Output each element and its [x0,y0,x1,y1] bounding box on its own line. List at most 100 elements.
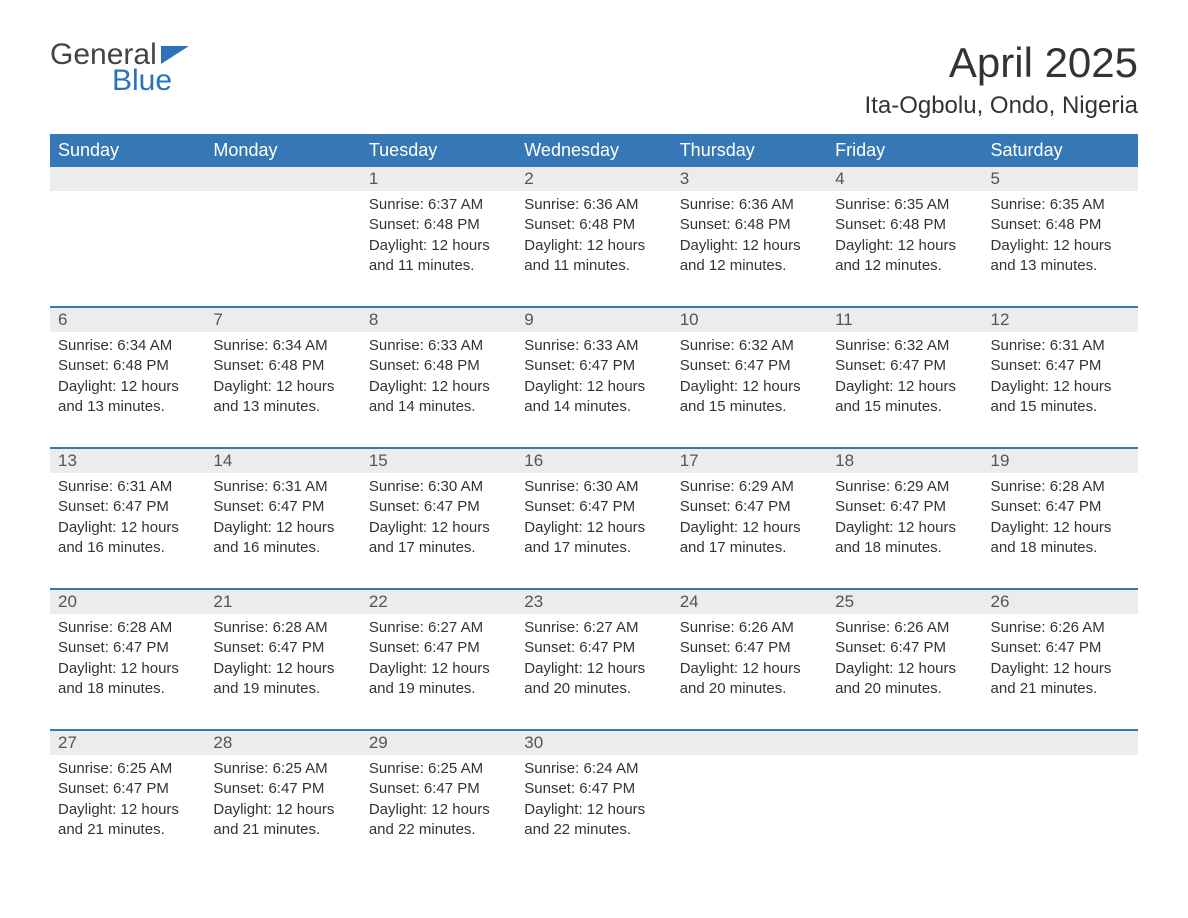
daylight-line: Daylight: 12 hours and 16 minutes. [213,519,334,556]
sunset-line: Sunset: 6:47 PM [369,498,480,515]
day-content-cell: Sunrise: 6:27 AM Sunset: 6:47 PM Daylight:… [516,614,671,730]
page-subtitle: Ita-Ogbolu, Ondo, Nigeria [865,92,1138,120]
sunset-line: Sunset: 6:47 PM [213,780,324,797]
day-content-cell [672,755,827,870]
sunset-line: Sunset: 6:48 PM [835,216,946,233]
day-number-cell: 6 [50,307,205,332]
sunrise-line: Sunrise: 6:30 AM [369,478,483,495]
daylight-line: Daylight: 12 hours and 13 minutes. [58,378,179,415]
sunrise-line: Sunrise: 6:26 AM [680,619,794,636]
sunset-line: Sunset: 6:48 PM [991,216,1102,233]
day-content-cell: Sunrise: 6:24 AMSunset: 6:47 PMDaylight:… [516,755,671,870]
day-content-cell: Sunrise: 6:29 AMSunset: 6:47 PMDaylight:… [672,473,827,589]
day-number-cell [672,730,827,755]
sunset-line: Sunset: 6:47 PM [680,639,791,656]
day-content-cell: Sunrise: 6:31 AMSunset: 6:47 PMDaylight:… [50,473,205,589]
sunset-line: Sunset: 6:47 PM [58,780,169,797]
sunset-line: Sunset: 6:47 PM [524,498,635,515]
day-content-cell: Sunrise: 6:36 AM Sunset: 6:48 PM Daylight:… [516,191,671,307]
day-number-cell: 28 [205,730,360,755]
sunrise-line: Sunrise: 6:27 AM [524,619,638,636]
daylight-line: Daylight: 12 hours and 11 minutes. [524,237,645,274]
sunrise-line: Sunrise: 6:32 AM [680,337,794,354]
day-number-cell: 3 [672,167,827,191]
day-content-cell: Sunrise: 6:31 AMSunset: 6:47 PMDaylight:… [983,332,1138,448]
day-content-cell: Sunrise: 6:30 AM Sunset: 6:47 PM Daylight:… [361,473,516,589]
daylight-line: Daylight: 12 hours and 12 minutes. [680,237,801,274]
sunset-line: Sunset: 6:48 PM [213,357,324,374]
daylight-line: Daylight: 12 hours and 17 minutes. [369,519,490,556]
daylight-line: Daylight: 12 hours and 13 minutes. [213,378,334,415]
day-number-cell: 16 [516,448,671,473]
day-number-cell: 4 [827,167,982,191]
weekday-header: Wednesday [516,134,671,167]
day-number-cell [205,167,360,191]
daylight-line: Daylight: 12 hours and 20 minutes. [680,660,801,697]
sunrise-line: Sunrise: 6:35 AM [835,196,949,213]
day-number-cell: 17 [672,448,827,473]
daylight-line: Daylight: 12 hours and 15 minutes. [991,378,1112,415]
sunset-line: Sunset: 6:47 PM [369,639,480,656]
day-number-cell: 7 [205,307,360,332]
sunset-line: Sunset: 6:47 PM [991,639,1102,656]
day-number-cell: 10 [672,307,827,332]
weekday-header: Tuesday [361,134,516,167]
daylight-line: Daylight: 12 hours and 22 minutes. [524,801,645,838]
day-number-cell: 18 [827,448,982,473]
day-content-cell: Sunrise: 6:28 AMSunset: 6:47 PMDaylight:… [205,614,360,730]
day-number-cell: 24 [672,589,827,614]
daylight-line: Daylight: 12 hours and 18 minutes. [991,519,1112,556]
title-block: April 2025 Ita-Ogbolu, Ondo, Nigeria [865,40,1138,120]
day-number-cell: 26 [983,589,1138,614]
day-content-cell: Sunrise: 6:28 AMSunset: 6:47 PMDaylight:… [983,473,1138,589]
daylight-line: Daylight: 12 hours and 14 minutes. [524,378,645,415]
day-number-cell: 11 [827,307,982,332]
sunset-line: Sunset: 6:48 PM [369,216,480,233]
sunrise-line: Sunrise: 6:28 AM [58,619,172,636]
daylight-line: Daylight: 12 hours and 19 minutes. [213,660,334,697]
sunset-line: Sunset: 6:47 PM [991,498,1102,515]
sunrise-line: Sunrise: 6:29 AM [680,478,794,495]
day-number-cell: 5 [983,167,1138,191]
day-content-cell: Sunrise: 6:36 AMSunset: 6:48 PMDaylight:… [672,191,827,307]
daylight-line: Daylight: 12 hours and 18 minutes. [835,519,956,556]
day-content-cell: Sunrise: 6:25 AMSunset: 6:47 PMDaylight:… [361,755,516,870]
sunset-line: Sunset: 6:47 PM [58,639,169,656]
sunset-line: Sunset: 6:48 PM [369,357,480,374]
day-number-cell [827,730,982,755]
day-content-cell [205,191,360,307]
daylight-line: Daylight: 12 hours and 17 minutes. [680,519,801,556]
weekday-header: Saturday [983,134,1138,167]
sunset-line: Sunset: 6:47 PM [835,639,946,656]
sunset-line: Sunset: 6:48 PM [524,216,635,233]
daylight-line: Daylight: 12 hours and 20 minutes. [524,660,645,697]
daylight-line: Daylight: 12 hours and 21 minutes. [991,660,1112,697]
daylight-line: Daylight: 12 hours and 20 minutes. [835,660,956,697]
day-content-cell: Sunrise: 6:26 AMSunset: 6:47 PMDaylight:… [983,614,1138,730]
sunset-line: Sunset: 6:47 PM [524,639,635,656]
day-number-cell: 8 [361,307,516,332]
day-number-cell: 12 [983,307,1138,332]
sunset-line: Sunset: 6:47 PM [58,498,169,515]
day-content-cell: Sunrise: 6:29 AMSunset: 6:47 PMDaylight:… [827,473,982,589]
day-number-cell [50,167,205,191]
weekday-header: Friday [827,134,982,167]
sunrise-line: Sunrise: 6:36 AM [524,196,638,213]
day-number-cell: 19 [983,448,1138,473]
daylight-line: Daylight: 12 hours and 18 minutes. [58,660,179,697]
logo: General Blue [50,40,189,96]
day-content-cell: Sunrise: 6:37 AMSunset: 6:48 PMDaylight:… [361,191,516,307]
sunrise-line: Sunrise: 6:26 AM [835,619,949,636]
sunrise-line: Sunrise: 6:33 AM [369,337,483,354]
day-content-cell: Sunrise: 6:33 AMSunset: 6:48 PMDaylight:… [361,332,516,448]
logo-triangle-icon [161,46,189,64]
daylight-line: Daylight: 12 hours and 19 minutes. [369,660,490,697]
weekday-header: Thursday [672,134,827,167]
day-content-cell [983,755,1138,870]
day-content-cell: Sunrise: 6:25 AMSunset: 6:47 PMDaylight:… [205,755,360,870]
sunset-line: Sunset: 6:47 PM [524,780,635,797]
day-content-cell [827,755,982,870]
day-number-cell: 21 [205,589,360,614]
daylight-line: Daylight: 12 hours and 21 minutes. [213,801,334,838]
sunrise-line: Sunrise: 6:36 AM [680,196,794,213]
